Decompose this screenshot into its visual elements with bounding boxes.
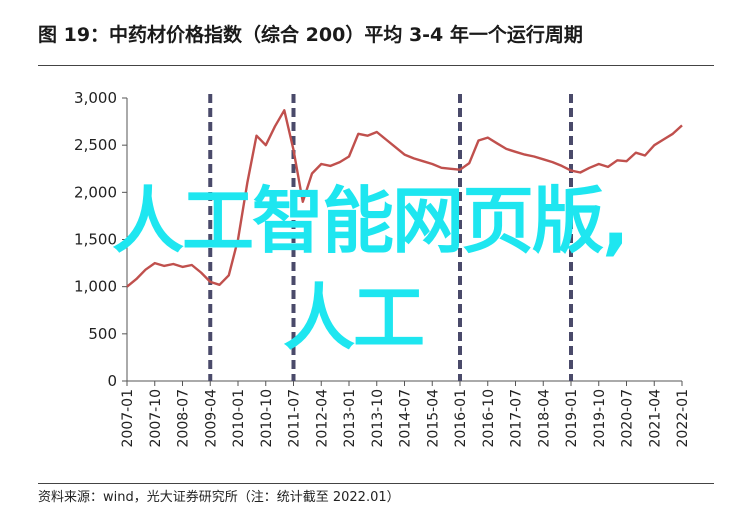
chart-title: 图 19：中药材价格指数（综合 200）平均 3-4 年一个运行周期 xyxy=(38,24,583,46)
x-tick-label: 2013-10 xyxy=(370,389,386,448)
watermark-overlay-line1: 人工智能网页版, xyxy=(112,179,629,263)
y-tick-label: 3,000 xyxy=(74,89,117,107)
x-tick-label: 2007-10 xyxy=(148,389,164,448)
x-tick-label: 2009-04 xyxy=(203,389,219,448)
x-tick-label: 2021-04 xyxy=(647,389,663,448)
x-tick-label: 2010-01 xyxy=(231,389,247,448)
y-tick-label: 1,500 xyxy=(74,231,117,249)
bottom-divider xyxy=(38,483,714,484)
chart-axes xyxy=(122,97,683,386)
top-divider xyxy=(38,65,714,66)
x-tick-label: 2016-01 xyxy=(453,389,469,448)
x-tick-label: 2011-07 xyxy=(287,389,303,448)
y-tick-label: 0 xyxy=(107,372,117,390)
series-layer xyxy=(126,109,683,288)
x-tick-label: 2013-01 xyxy=(342,389,358,448)
cycle-markers xyxy=(208,94,573,381)
x-tick-label: 2010-10 xyxy=(259,389,275,448)
x-tick-label: 2016-10 xyxy=(481,389,497,448)
x-tick-label: 2012-04 xyxy=(314,389,330,448)
y-tick-label: 2,500 xyxy=(74,136,117,154)
x-tick-label: 2008-07 xyxy=(176,389,192,448)
source-note: 资料来源：wind，光大证券研究所（注：统计截至 2022.01） xyxy=(38,490,400,505)
tick-labels: 0 500 1,000 1,500 2,000 2,500 3,000 2007-01 2007… xyxy=(74,89,691,448)
x-tick-label: 2020-07 xyxy=(620,389,636,448)
series-line xyxy=(126,109,683,288)
x-tick-label: 2017-07 xyxy=(509,389,525,448)
x-tick-label: 2022-01 xyxy=(675,389,691,448)
y-tick-label: 1,000 xyxy=(74,278,117,296)
x-tick-label: 2018-04 xyxy=(536,389,552,448)
watermark-overlay-line2: 人工 xyxy=(283,276,425,360)
x-tick-label: 2019-01 xyxy=(564,389,580,448)
x-tick-label: 2015-04 xyxy=(425,389,441,448)
x-tick-label: 2014-07 xyxy=(398,389,414,448)
x-tick-label: 2019-10 xyxy=(592,389,608,448)
y-tick-label: 500 xyxy=(88,325,117,343)
x-tick-label: 2007-01 xyxy=(120,389,136,448)
y-tick-label: 2,000 xyxy=(74,183,117,201)
